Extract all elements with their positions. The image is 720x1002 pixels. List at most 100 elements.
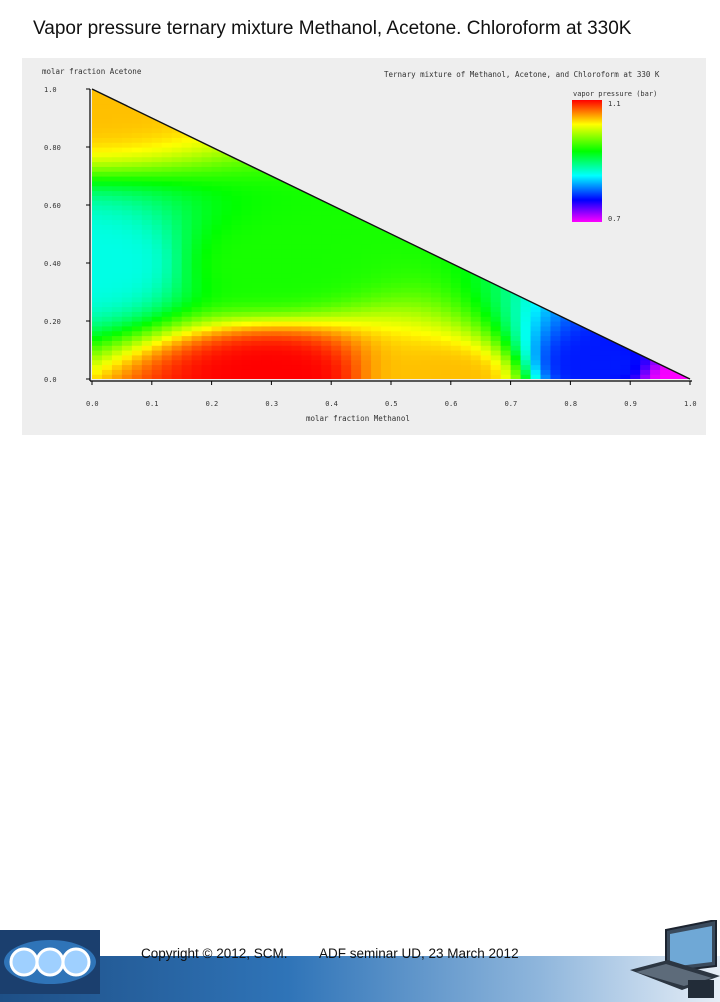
heatmap-cell [111,325,123,332]
heatmap-cell [141,263,153,269]
heatmap-cell [131,306,143,312]
heatmap-cell [231,258,243,264]
heatmap-cell [161,306,173,312]
heatmap-cell [161,243,173,250]
heatmap-cell [101,195,113,201]
heatmap-cell [121,137,133,143]
heatmap-cell [301,229,312,235]
heatmap-cell [420,292,432,298]
heatmap-cell [241,272,253,279]
heatmap-cell [381,277,392,283]
heatmap-cell [231,301,243,308]
heatmap-cell [121,180,133,187]
heatmap-cell [570,335,581,341]
heatmap-cell [92,296,103,303]
heatmap-cell [151,272,163,279]
heatmap-cell [241,311,253,317]
heatmap-cell [430,354,442,361]
heatmap-cell [331,292,342,298]
heatmap-cell [480,296,492,303]
heatmap-cell [151,234,163,240]
heatmap-cell [540,330,552,337]
heatmap-cell [281,306,292,312]
heatmap-cell [410,253,422,259]
heatmap-cell [161,345,173,351]
heatmap-cell [510,296,522,303]
heatmap-cell [261,267,272,274]
heatmap-cell [121,277,133,283]
heatmap-cell [271,190,282,196]
heatmap-cell [241,282,253,288]
heatmap-cell [440,374,452,379]
heatmap-cell [141,330,153,337]
heatmap-cell [181,330,193,337]
heatmap-cell [131,209,143,216]
heatmap-cell [291,224,302,230]
heatmap-cell [191,272,203,279]
heatmap-cell [311,282,322,288]
heatmap-cell [620,354,631,361]
heatmap-cell [131,243,143,250]
heatmap-cell [450,330,462,337]
heatmap-cell [121,369,133,375]
heatmap-cell [311,374,322,379]
heatmap-cell [311,321,322,327]
heatmap-cell [111,195,123,201]
heatmap-cell [321,325,332,332]
heatmap-cell [211,267,223,274]
heatmap-cell [201,161,213,167]
heatmap-cell [550,345,562,351]
heatmap-cell [321,296,332,303]
heatmap-cell [301,263,312,269]
heatmap-cell [570,374,581,379]
heatmap-cell [351,321,362,327]
heatmap-cell [450,345,462,351]
heatmap-cell [500,345,512,351]
heatmap-cell [251,350,263,356]
heatmap-cell [470,301,482,308]
heatmap-cell [241,267,253,274]
heatmap-cell [251,282,263,288]
heatmap-cell [151,258,163,264]
heatmap-cell [450,292,462,298]
heatmap-cell [92,185,103,192]
heatmap-cell [540,350,552,356]
heatmap-cell [151,330,163,337]
heatmap-cell [321,359,332,366]
heatmap-cell [480,340,492,346]
heatmap-cell [251,263,263,269]
heatmap-cell [101,132,113,138]
heatmap-cell [141,151,153,158]
heatmap-cell [251,306,263,312]
heatmap-cell [121,306,133,312]
heatmap-cell [101,176,113,182]
heatmap-cell [420,340,432,346]
heatmap-cell [191,200,203,206]
heatmap-cell [281,282,292,288]
x-tick-label: 0.9 [624,400,637,408]
heatmap-cell [191,229,203,235]
heatmap-cell [241,219,253,225]
heatmap-cell [410,277,422,283]
heatmap-cell [281,263,292,269]
heatmap-cell [121,263,133,269]
heatmap-cell [590,325,601,332]
heatmap-cell [430,325,442,332]
heatmap-cell [331,209,342,216]
heatmap-cell [321,350,332,356]
heatmap-cell [271,306,282,312]
heatmap-cell [530,369,542,375]
heatmap-cell [191,132,203,138]
heatmap-cell [92,311,103,317]
heatmap-cell [211,176,223,182]
heatmap-cell [381,272,392,279]
heatmap-cell [141,340,153,346]
heatmap-cell [181,238,193,245]
heatmap-cell [430,364,442,370]
heatmap-cell [251,176,263,182]
heatmap-cell [410,354,422,361]
heatmap-cell [610,354,621,361]
heatmap-cell [141,374,153,379]
heatmap-cell [470,292,482,298]
heatmap-cell [660,359,671,366]
